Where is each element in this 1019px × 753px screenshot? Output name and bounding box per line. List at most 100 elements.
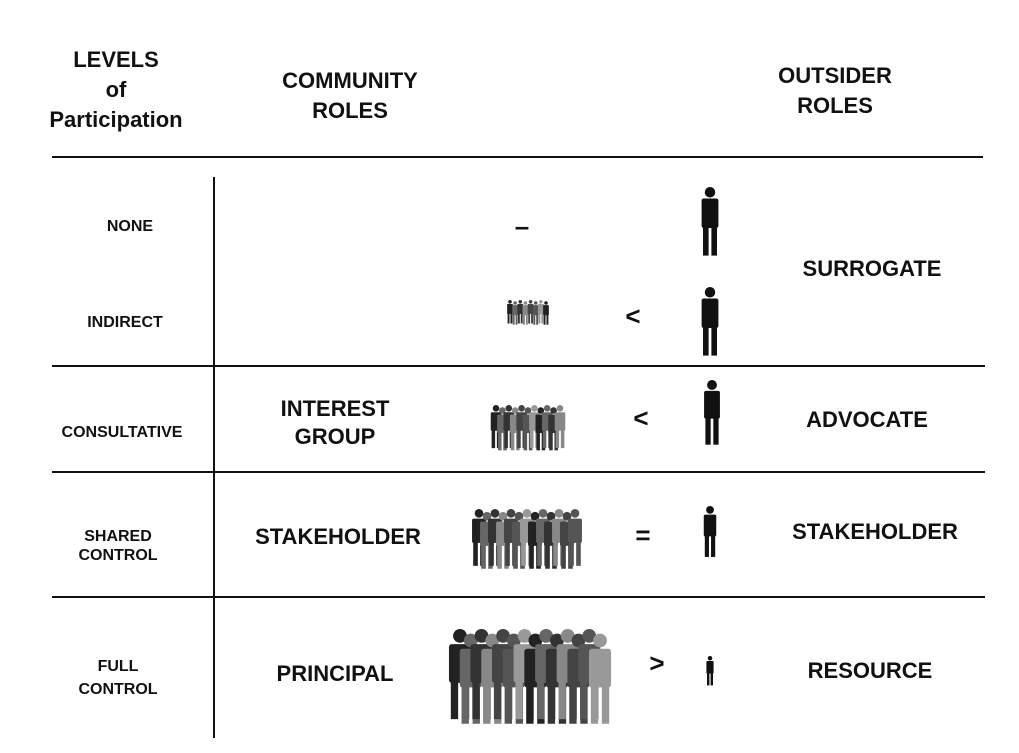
leg: [560, 429, 565, 449]
body: [588, 648, 612, 688]
leg: [497, 543, 502, 569]
head: [531, 405, 538, 412]
leg: [489, 540, 494, 566]
head: [453, 629, 467, 643]
head: [514, 511, 524, 521]
head: [518, 300, 523, 304]
leg: [513, 543, 518, 569]
community-header: ROLES: [312, 98, 388, 123]
head: [537, 407, 545, 414]
leg: [538, 313, 541, 324]
relation-symbol: <: [633, 403, 648, 433]
leg: [711, 225, 717, 256]
leg: [549, 431, 553, 451]
head: [539, 629, 554, 643]
head: [530, 511, 540, 521]
head: [463, 633, 478, 648]
head: [554, 508, 564, 518]
leg: [547, 684, 556, 724]
leg: [520, 313, 523, 324]
body: [522, 305, 529, 316]
body: [507, 303, 513, 315]
relation-symbol: =: [635, 520, 650, 550]
community-header: COMMUNITY: [282, 68, 418, 93]
person-icon: [703, 506, 717, 557]
leg: [545, 543, 550, 569]
leg: [713, 416, 719, 445]
body: [701, 198, 719, 228]
outsider-role: SURROGATE: [803, 256, 942, 281]
leg: [515, 314, 518, 325]
leg: [528, 313, 531, 324]
leg: [450, 679, 459, 720]
icons: [448, 187, 720, 724]
person-icon: [517, 300, 524, 324]
community-role: STAKEHOLDER: [255, 524, 421, 549]
leg: [569, 540, 574, 566]
levels-header: Participation: [49, 107, 182, 132]
head: [511, 407, 519, 414]
person-icon: [701, 287, 719, 356]
head: [485, 633, 500, 648]
person-icon: [543, 301, 549, 325]
head: [539, 300, 543, 304]
body: [706, 660, 714, 674]
community-role: INTEREST: [281, 396, 390, 421]
outsider-role: RESOURCE: [808, 658, 933, 683]
community-role: PRINCIPAL: [277, 661, 394, 686]
head: [508, 300, 512, 304]
leg: [521, 540, 526, 566]
leg: [512, 314, 515, 325]
leg: [498, 431, 502, 451]
head: [528, 633, 543, 648]
body: [543, 305, 549, 316]
person-icon: [522, 301, 529, 325]
leg: [703, 225, 709, 256]
head: [562, 511, 572, 521]
head: [704, 187, 716, 198]
leg: [523, 314, 525, 325]
level-label: CONSULTATIVE: [62, 424, 183, 441]
head: [593, 633, 607, 648]
person-icon: [704, 380, 720, 445]
head: [492, 405, 500, 412]
person-icon: [537, 300, 544, 324]
head: [482, 511, 492, 521]
head: [496, 629, 510, 643]
level-label: NONE: [107, 218, 154, 235]
head: [706, 506, 714, 514]
head: [523, 301, 528, 305]
levels-header: of: [106, 77, 127, 102]
leg: [504, 684, 513, 724]
leg: [523, 431, 528, 451]
person-icon: [554, 405, 566, 449]
head: [513, 301, 517, 305]
level-label: SHARED: [84, 528, 152, 545]
head: [522, 508, 532, 518]
person-icon: [512, 301, 519, 325]
head: [474, 508, 484, 518]
outsider-header: OUTSIDER: [778, 63, 892, 88]
leg: [542, 429, 547, 449]
level-label: CONTROL: [78, 547, 157, 564]
body: [568, 518, 582, 543]
leg: [504, 429, 508, 449]
head: [570, 508, 580, 518]
leg: [472, 679, 480, 720]
head: [571, 633, 586, 648]
leg: [529, 543, 534, 569]
leg: [536, 314, 539, 325]
level-label: FULL: [98, 658, 139, 675]
body: [527, 303, 534, 315]
leg: [507, 313, 510, 324]
body: [512, 305, 519, 316]
community-role: GROUP: [295, 424, 376, 449]
leg: [530, 429, 534, 449]
head: [544, 301, 548, 305]
leg: [536, 431, 540, 451]
person-icon: [527, 300, 534, 324]
head: [505, 405, 513, 412]
leg: [517, 313, 520, 324]
leg: [515, 679, 523, 720]
